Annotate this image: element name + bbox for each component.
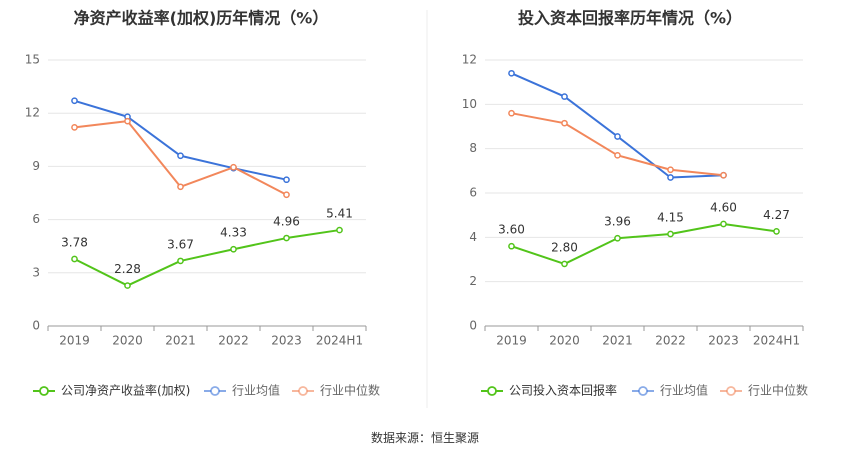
- data-source-note: 数据来源：恒生聚源: [370, 431, 479, 445]
- x-tick-label: 2022: [218, 334, 249, 348]
- data-point: [561, 260, 568, 268]
- data-point: [283, 234, 290, 242]
- y-tick-label: 0: [32, 319, 40, 333]
- y-tick-label: 12: [25, 106, 40, 120]
- x-tick-label: 2021: [165, 334, 196, 348]
- legend-swatch-marker: [298, 386, 308, 396]
- data-point: [720, 220, 727, 228]
- x-tick-label: 2024H1: [316, 334, 363, 348]
- data-point: [508, 242, 515, 250]
- data-point: [336, 226, 343, 234]
- legend-swatch-marker: [726, 386, 736, 396]
- data-label: 4.15: [657, 211, 684, 225]
- data-point: [230, 163, 237, 171]
- data-point: [177, 257, 184, 265]
- data-point: [720, 171, 727, 179]
- data-point: [283, 176, 290, 184]
- data-label: 3.78: [61, 235, 88, 249]
- data-point: [71, 124, 78, 131]
- data-point: [508, 109, 515, 117]
- y-tick-label: 6: [469, 186, 477, 200]
- series-line: [511, 112, 724, 177]
- legend-label: 行业均值: [660, 383, 708, 398]
- legend-swatch-marker: [638, 386, 648, 396]
- y-tick-label: 9: [32, 159, 40, 173]
- data-point: [124, 282, 131, 289]
- y-tick-label: 15: [25, 53, 40, 67]
- y-tick-label: 10: [462, 97, 477, 111]
- data-label: 3.60: [498, 223, 525, 237]
- series-line: [74, 99, 287, 181]
- y-tick-label: 2: [469, 274, 477, 288]
- data-point: [508, 69, 515, 77]
- data-label: 4.60: [710, 201, 737, 215]
- series-line: [511, 223, 777, 265]
- data-point: [71, 255, 78, 263]
- data-label: 5.41: [326, 207, 353, 221]
- y-tick-label: 12: [462, 53, 477, 67]
- series-line: [74, 229, 340, 287]
- data-point: [667, 230, 674, 238]
- x-tick-label: 2023: [271, 334, 302, 348]
- data-point: [614, 133, 621, 140]
- data-point: [230, 245, 237, 253]
- data-label: 3.96: [604, 215, 631, 229]
- data-point: [614, 234, 621, 242]
- chart-title: 净资产收益率(加权)历年情况（%）: [74, 9, 329, 28]
- data-label: 2.80: [551, 240, 578, 254]
- data-point: [124, 117, 131, 125]
- chart-title: 投入资本回报率历年情况（%）: [518, 9, 742, 28]
- legend-label: 公司投入资本回报率: [509, 383, 617, 398]
- data-label: 4.96: [273, 215, 300, 229]
- legend-label: 公司净资产收益率(加权): [61, 383, 190, 398]
- data-point: [667, 166, 674, 174]
- legend-swatch-marker: [487, 386, 497, 396]
- legend-label: 行业中位数: [320, 383, 380, 398]
- x-tick-label: 2021: [602, 334, 633, 348]
- data-label: 2.28: [114, 262, 141, 276]
- data-point: [177, 152, 184, 160]
- series-line: [511, 72, 724, 179]
- y-tick-label: 0: [469, 319, 477, 333]
- y-tick-label: 6: [32, 212, 40, 226]
- data-point: [561, 93, 568, 100]
- x-tick-label: 2022: [655, 334, 686, 348]
- data-point: [667, 174, 674, 181]
- legend-swatch-marker: [210, 386, 220, 396]
- data-point: [561, 119, 568, 127]
- y-tick-label: 3: [32, 265, 40, 279]
- y-tick-label: 4: [469, 230, 477, 244]
- x-tick-label: 2019: [496, 334, 527, 348]
- data-point: [773, 227, 780, 235]
- legend-label: 行业均值: [232, 383, 280, 398]
- data-label: 4.33: [220, 226, 247, 240]
- data-point: [614, 151, 621, 159]
- data-label: 4.27: [763, 208, 790, 222]
- data-point: [283, 191, 290, 199]
- x-tick-label: 2019: [59, 334, 90, 348]
- x-tick-label: 2020: [112, 334, 143, 348]
- data-point: [177, 183, 184, 191]
- x-tick-label: 2024H1: [753, 334, 800, 348]
- data-label: 3.67: [167, 237, 194, 251]
- x-tick-label: 2023: [708, 334, 739, 348]
- data-point: [71, 97, 78, 105]
- y-tick-label: 8: [469, 141, 477, 155]
- legend-label: 行业中位数: [748, 383, 808, 398]
- legend-swatch-marker: [39, 386, 49, 396]
- x-tick-label: 2020: [549, 334, 580, 348]
